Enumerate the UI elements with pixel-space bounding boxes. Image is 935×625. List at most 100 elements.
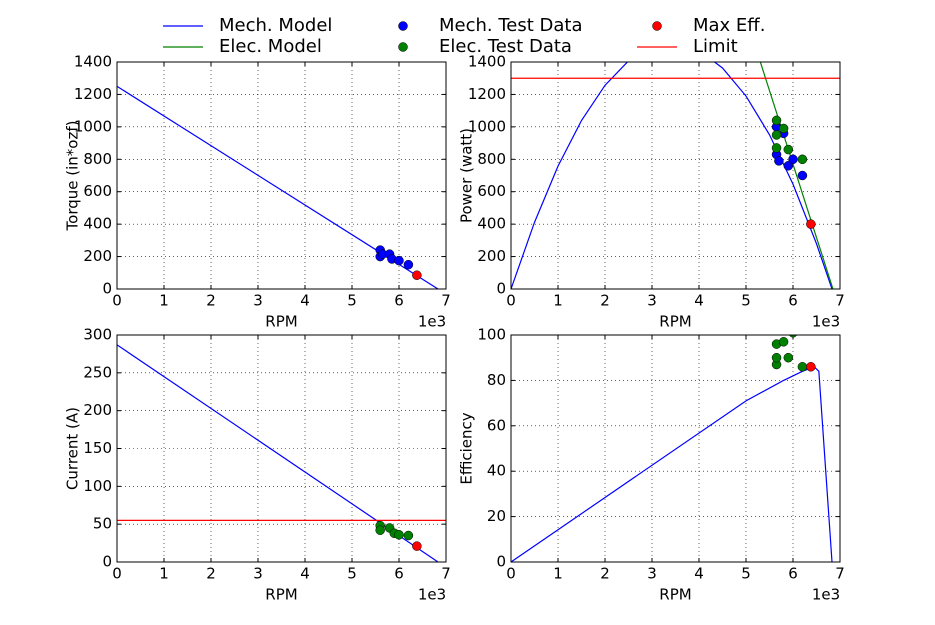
plot-area [511,335,833,562]
x-tick-label: 3 [647,292,657,310]
marker [778,123,789,134]
x-tick-label: 0 [506,565,516,583]
axes-frame [116,334,447,563]
y-tick-label: 0 [102,280,112,298]
x-tick-label: 0 [112,292,122,310]
y-tick-label: 100 [477,326,506,344]
plot-area [511,62,840,289]
marker [412,541,422,551]
x-axis-label: RPM [265,586,297,604]
marker [783,144,794,155]
legend-label: Elec. Test Data [439,36,572,57]
marker [797,170,808,181]
x-tick-label: 2 [600,292,610,310]
line [511,366,833,562]
marker [403,530,414,541]
y-tick-label: 150 [83,439,112,457]
marker [771,352,782,363]
marker [771,143,782,153]
x-axis-label: RPM [659,313,691,331]
x-tick-label: 2 [206,565,216,583]
x-tick-label: 0 [112,565,122,583]
y-tick-label: 1400 [468,53,506,71]
y-tick-label: 400 [83,215,112,233]
y-tick-label: 1200 [74,85,112,103]
legend-label: Elec. Model [219,36,322,57]
y-tick-label: 250 [83,363,112,381]
y-tick-label: 800 [477,150,506,168]
x-tick-label: 7 [441,565,451,583]
x-tick-label: 2 [600,565,610,583]
x-tick-label: 1 [159,292,169,310]
y-tick-label: 0 [102,553,112,571]
x-tick-label: 1 [553,292,563,310]
marker [771,130,782,140]
marker [394,255,404,266]
x-offset-text: 1e3 [418,313,446,331]
marker [797,154,808,165]
plot-area [117,85,439,289]
y-tick-label: 1000 [74,117,112,135]
y-tick-label: 100 [83,477,112,495]
y-tick-label: 0 [496,553,506,571]
marker [806,362,816,372]
legend-label: Max Eff. [693,15,765,36]
axes-frame [510,61,841,290]
y-tick-label: 80 [487,371,506,389]
legend-label: Limit [693,36,738,57]
y-tick-label: 1400 [74,53,112,71]
legend-label: Mech. Test Data [439,15,583,36]
x-tick-label: 1 [159,565,169,583]
marker [806,219,816,229]
y-tick-label: 60 [487,416,506,434]
axes: 0 1 2 3 4 5 6 7 0 200 400 600 800 1000 1200 1400 RPM 1e3 P… [458,53,845,331]
y-axis-label: Efficiency [458,412,476,484]
y-axis-label: Power (watt) [458,128,476,223]
y-tick-label: 800 [83,150,112,168]
marker [412,270,422,280]
axes: 0 1 2 3 4 5 6 7 0 200 400 600 800 1000 1200 1400 RPM 1e3 T… [64,53,451,331]
x-tick-label: 0 [506,292,516,310]
y-tick-label: 1200 [468,85,506,103]
x-tick-label: 4 [694,565,704,583]
y-tick-label: 20 [487,507,506,525]
legend-marker [398,21,408,31]
x-axis-label: RPM [659,586,691,604]
marker [375,525,385,535]
x-tick-label: 4 [694,292,704,310]
axes: 0 1 2 3 4 5 6 7 0 20 40 60 80 100 RPM 1e3 Efficiency [458,326,845,604]
y-tick-label: 1000 [468,117,506,135]
x-offset-text: 1e3 [418,586,446,604]
x-tick-label: 3 [647,565,657,583]
x-tick-label: 2 [206,292,216,310]
x-tick-label: 6 [788,565,798,583]
marker [778,337,789,347]
x-tick-label: 5 [741,292,751,310]
y-tick-label: 0 [496,280,506,298]
axes-frame [510,334,841,563]
legend-marker [398,42,408,52]
x-tick-label: 7 [835,292,845,310]
x-tick-label: 4 [300,292,310,310]
line [759,62,834,289]
marker [788,335,798,338]
axes: 0 1 2 3 4 5 6 7 0 50 100 150 200 250 300 RPM 1e3 Current … [64,326,451,604]
y-tick-label: 200 [83,247,112,265]
x-tick-label: 5 [741,565,751,583]
legend-marker [652,21,662,31]
x-axis-label: RPM [265,313,297,331]
marker [403,259,414,270]
x-tick-label: 1 [553,565,563,583]
x-tick-label: 3 [253,292,263,310]
y-axis-label: Torque (in*ozf) [64,121,82,232]
y-tick-label: 300 [83,326,112,344]
x-tick-label: 5 [347,565,357,583]
y-tick-label: 200 [477,247,506,265]
marker [774,156,784,166]
marker [797,362,808,372]
x-tick-label: 5 [347,292,357,310]
y-tick-label: 200 [83,401,112,419]
plot-area [117,344,446,562]
